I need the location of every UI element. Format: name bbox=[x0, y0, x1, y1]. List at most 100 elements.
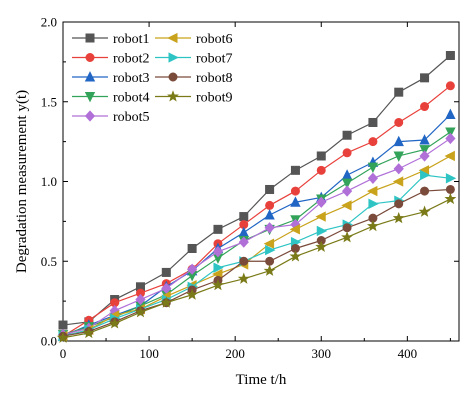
series-line bbox=[62, 85, 451, 337]
data-point bbox=[290, 186, 300, 196]
data-point bbox=[290, 196, 301, 207]
legend: robot1 robot2 robot3 robot4 robot5 robot6 robo… bbox=[72, 32, 233, 125]
data-point bbox=[445, 50, 455, 60]
legend-marker bbox=[168, 52, 179, 63]
data-point bbox=[445, 108, 456, 120]
data-point bbox=[289, 224, 300, 235]
data-point bbox=[264, 209, 275, 220]
y-tick-label: 1.0 bbox=[41, 174, 57, 189]
series-line bbox=[62, 155, 451, 337]
x-axis-title: Time t/h bbox=[236, 372, 287, 388]
x-tick-label: 300 bbox=[312, 346, 332, 361]
data-point bbox=[238, 236, 249, 248]
y-tick-label: 0.0 bbox=[41, 334, 57, 349]
legend-item-robot3: robot3 bbox=[72, 71, 150, 86]
data-point bbox=[393, 135, 404, 147]
data-point bbox=[265, 184, 275, 194]
series-robot9 bbox=[57, 192, 457, 343]
x-tick-label: 400 bbox=[398, 346, 418, 361]
data-point bbox=[239, 256, 249, 266]
series-line bbox=[62, 174, 451, 337]
data-point bbox=[238, 226, 249, 238]
data-point bbox=[444, 192, 457, 205]
series-layer bbox=[57, 50, 457, 343]
legend-label: robot2 bbox=[113, 52, 150, 67]
series-line bbox=[62, 137, 451, 336]
series-robot4 bbox=[57, 127, 456, 341]
data-point bbox=[445, 127, 456, 138]
data-point bbox=[366, 219, 379, 232]
data-point bbox=[342, 148, 352, 158]
data-point bbox=[445, 173, 457, 184]
y-tick-label: 2.0 bbox=[41, 15, 57, 30]
legend-label: robot7 bbox=[196, 52, 233, 67]
data-point bbox=[160, 296, 173, 308]
data-point bbox=[213, 262, 224, 273]
data-point bbox=[212, 246, 224, 258]
legend-marker bbox=[84, 110, 96, 122]
legend-marker bbox=[84, 92, 96, 103]
data-point bbox=[57, 331, 69, 343]
y-tick-label: 0.5 bbox=[41, 254, 57, 269]
data-point bbox=[341, 178, 353, 189]
data-point bbox=[213, 224, 223, 234]
data-point bbox=[368, 198, 379, 210]
data-point bbox=[445, 184, 455, 194]
data-point bbox=[393, 163, 404, 175]
legend-item-robot1: robot1 bbox=[72, 32, 150, 47]
data-point bbox=[316, 165, 326, 175]
legend-label: robot3 bbox=[113, 71, 150, 86]
series-line bbox=[62, 188, 451, 337]
series-robot1 bbox=[58, 50, 455, 330]
data-point bbox=[212, 278, 224, 291]
legend-label: robot6 bbox=[196, 32, 233, 47]
data-point bbox=[58, 320, 68, 330]
data-point bbox=[368, 137, 378, 147]
data-point bbox=[263, 238, 275, 249]
x-tick-label: 0 bbox=[60, 346, 67, 361]
data-point bbox=[394, 87, 404, 97]
data-point bbox=[341, 231, 354, 243]
data-point bbox=[315, 240, 328, 252]
data-point bbox=[265, 244, 276, 256]
legend-item-robot9: robot9 bbox=[155, 90, 233, 106]
plot-frame: 0 100 200 300 400 0.0 0.5 1.0 1.5 2.0 bbox=[41, 15, 460, 361]
legend-label: robot1 bbox=[113, 32, 150, 47]
data-point bbox=[368, 117, 378, 127]
legend-label: robot4 bbox=[113, 91, 150, 106]
legend-label: robot8 bbox=[196, 71, 233, 86]
y-axis-title: Degradation measurement y(t) bbox=[14, 90, 30, 273]
series-line bbox=[62, 114, 451, 337]
data-point bbox=[418, 205, 431, 217]
data-point bbox=[186, 288, 199, 300]
legend-marker bbox=[84, 71, 96, 82]
legend-marker bbox=[85, 52, 95, 62]
legend-item-robot4: robot4 bbox=[72, 91, 150, 106]
data-point bbox=[392, 176, 404, 187]
x-tick-label: 200 bbox=[225, 346, 245, 361]
legend-item-robot7: robot7 bbox=[155, 52, 233, 67]
legend-item-robot6: robot6 bbox=[155, 32, 233, 47]
legend-item-robot2: robot2 bbox=[72, 52, 150, 67]
data-point bbox=[420, 186, 430, 196]
y-tick-label: 1.5 bbox=[41, 94, 57, 109]
data-point bbox=[265, 200, 275, 210]
series-line bbox=[62, 55, 451, 326]
data-point bbox=[289, 250, 302, 262]
legend-marker bbox=[85, 33, 95, 43]
data-point bbox=[315, 211, 326, 222]
data-point bbox=[237, 272, 250, 284]
series-robot5 bbox=[57, 132, 456, 341]
data-point bbox=[134, 306, 147, 318]
data-point bbox=[265, 256, 275, 266]
data-point bbox=[367, 162, 379, 174]
data-point bbox=[82, 326, 95, 339]
series-line bbox=[62, 131, 451, 336]
data-point bbox=[420, 73, 430, 83]
data-point bbox=[419, 150, 430, 162]
data-point bbox=[264, 222, 275, 234]
data-point bbox=[367, 172, 379, 184]
data-point bbox=[316, 196, 327, 208]
data-point bbox=[394, 199, 404, 209]
